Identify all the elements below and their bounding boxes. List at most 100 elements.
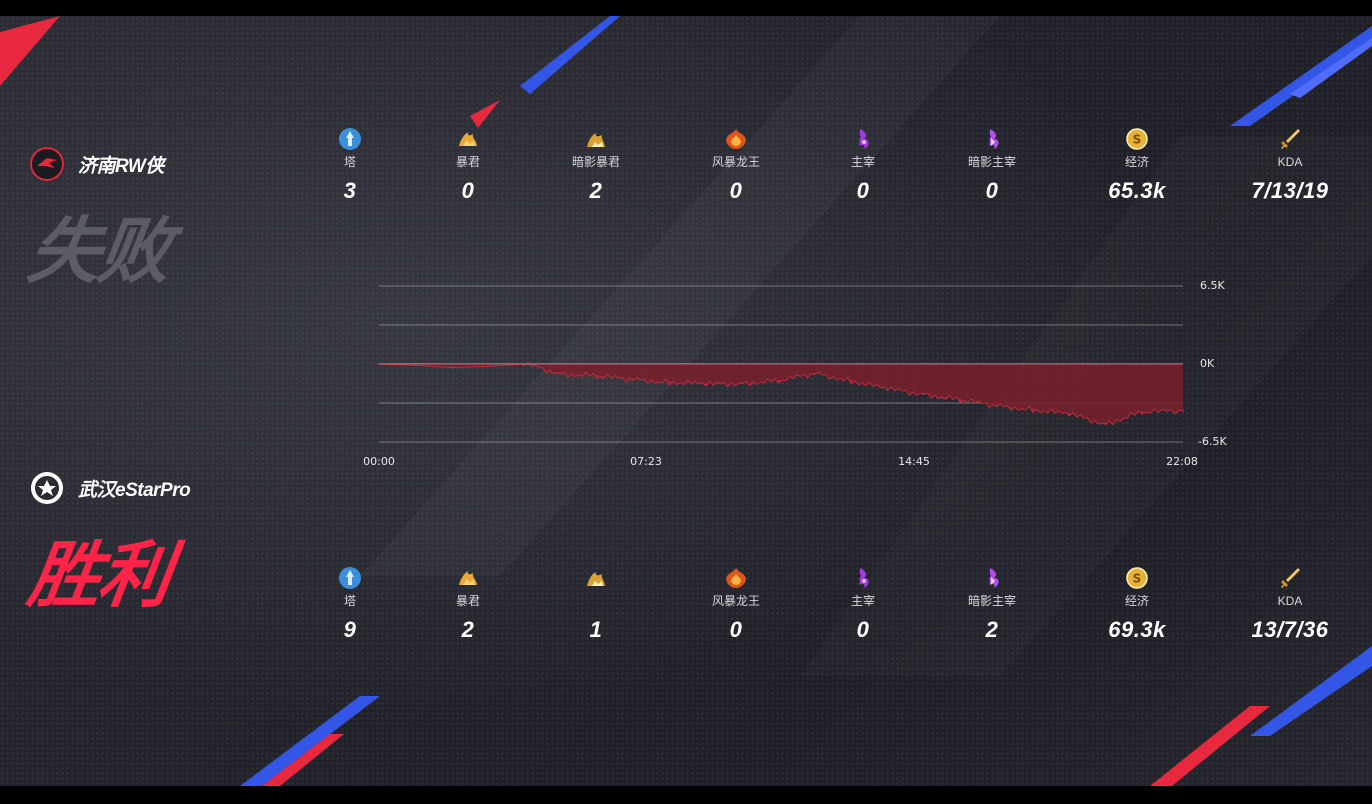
- team-top-stat-7: S 经济 65.3k: [1077, 126, 1197, 204]
- team-bottom-stat-3: 1: [536, 565, 656, 643]
- team-top-stat-6: 暗影主宰 0: [932, 126, 1052, 204]
- chart-point: [850, 379, 853, 382]
- stat-label: 塔: [343, 594, 356, 608]
- shadow-overlord-icon: [989, 129, 999, 149]
- x-tick-label: 22:08: [1166, 455, 1198, 468]
- chart-point: [378, 363, 380, 365]
- background-streaks: [0, 16, 1372, 786]
- team-top-stat-4: 风暴龙王 0: [676, 126, 796, 204]
- stat-label: 主宰: [850, 594, 875, 608]
- team-top-header: 济南RW侠: [30, 147, 164, 181]
- stat-value: 2: [985, 617, 999, 642]
- chart-point: [1140, 411, 1143, 413]
- chart-point: [1104, 423, 1107, 425]
- chart-line-series-1: [378, 361, 1184, 426]
- team-bottom-header: 武汉eStarPro: [30, 471, 191, 505]
- stat-label: 暗影主宰: [967, 155, 1016, 169]
- chart-point: [813, 372, 816, 375]
- tower-icon: [339, 128, 361, 150]
- stat-label: 经济: [1124, 155, 1149, 169]
- stat-label: 经济: [1124, 594, 1149, 608]
- team-bottom-stat-4: 风暴龙王 0: [676, 565, 796, 643]
- tower-icon: [339, 567, 361, 589]
- team-bottom-logo: [31, 472, 63, 504]
- stat-label: 风暴龙王: [711, 155, 760, 169]
- y-tick-label: 6.5K: [1200, 279, 1225, 292]
- team-bottom-stat-5: 主宰 0: [803, 565, 923, 643]
- team-top-logo: [30, 147, 64, 181]
- y-tick-label: 0K: [1200, 357, 1215, 370]
- team-top-stats: 塔 3 暴君 0 暗影暴君 2 风暴龙王 0 主宰 0 暗影主宰 0 S 经济 65.3k KDA 7/13/1…: [300, 126, 1360, 216]
- stat-label: KDA: [1277, 155, 1303, 169]
- stat-value: 0: [461, 178, 475, 203]
- chart-point: [1068, 413, 1071, 416]
- chart-point: [632, 378, 635, 381]
- chart-point: [595, 375, 598, 377]
- stat-label: 暗影主宰: [967, 594, 1016, 608]
- storm-dragon-icon: [726, 129, 746, 149]
- gold-coin-icon: S: [1126, 128, 1148, 150]
- chart-point: [959, 399, 962, 401]
- stat-label: 暴君: [455, 594, 480, 608]
- storm-dragon-icon: [726, 568, 746, 588]
- sword-icon: [1281, 568, 1300, 588]
- gold-coin-icon: S: [1126, 567, 1148, 589]
- team-bottom-stat-7: S 经济 69.3k: [1077, 565, 1197, 643]
- stat-value: 2: [589, 178, 603, 203]
- sword-icon: [1281, 129, 1300, 149]
- x-tick-label: 07:23: [630, 455, 662, 468]
- stat-value: 69.3k: [1108, 617, 1166, 642]
- chart-point: [1031, 408, 1034, 411]
- svg-text:S: S: [1133, 572, 1142, 586]
- team-bottom-stat-8: KDA 13/7/36: [1230, 565, 1350, 643]
- chart-point: [922, 393, 925, 395]
- team-bottom-stat-2: 暴君 2: [408, 565, 528, 643]
- chart-point: [486, 365, 489, 368]
- chart-point: [668, 381, 671, 383]
- chart-point: [741, 382, 744, 385]
- stat-value: 0: [729, 617, 743, 642]
- chart-point: [995, 405, 998, 407]
- stat-value: 0: [729, 178, 743, 203]
- team-top-stat-8: KDA 7/13/19: [1230, 126, 1350, 204]
- chart-point: [777, 379, 780, 382]
- team-bottom-stat-6: 暗影主宰 2: [932, 565, 1052, 643]
- team-top-stat-5: 主宰 0: [803, 126, 923, 204]
- chart-point: [1182, 409, 1184, 412]
- stat-label: KDA: [1277, 594, 1303, 608]
- stat-value: 0: [856, 178, 870, 203]
- chart-point: [886, 388, 889, 391]
- stat-label: 主宰: [850, 155, 875, 169]
- team-top-stat-2: 暴君 0: [408, 126, 528, 204]
- svg-text:S: S: [1133, 133, 1142, 147]
- stat-label: 暗影暴君: [571, 155, 620, 169]
- chart-area-series-1: [379, 362, 1183, 425]
- stat-value: 13/7/36: [1251, 617, 1329, 642]
- stat-value: 2: [461, 617, 475, 642]
- stat-value: 9: [343, 617, 357, 642]
- tyrant-icon: [459, 132, 477, 146]
- stat-value: 65.3k: [1108, 178, 1166, 203]
- chart-point: [704, 383, 707, 386]
- stat-value: 1: [589, 617, 603, 642]
- stat-label: [536, 593, 656, 609]
- stat-value: 7/13/19: [1251, 178, 1329, 203]
- shadow-overlord-icon: [989, 568, 999, 588]
- gold-diff-chart: [378, 285, 1184, 443]
- stat-label: 暴君: [455, 155, 480, 169]
- team-bottom-stats: 塔 9 暴君 2 1 风暴龙王 0 主宰 0 暗影主宰 2 S 经济 69.3k KDA 13/7/36: [300, 565, 1360, 655]
- chart-plot: [378, 361, 1184, 426]
- stat-value: 3: [343, 178, 357, 203]
- post-match-screen: 济南RW侠 失败 塔 3 暴君 0 暗影暴君 2 风暴龙王 0 主宰 0 暗影主宰 0 S 经济 65.3k…: [0, 16, 1372, 786]
- chart-point: [450, 366, 453, 369]
- stat-label: 风暴龙王: [711, 594, 760, 608]
- team-bottom-result: 胜利: [23, 536, 175, 616]
- shadow-tyrant-icon: [587, 133, 605, 147]
- overlord-icon: [859, 129, 869, 149]
- x-tick-label: 00:00: [363, 455, 395, 468]
- overlord-icon: [859, 568, 869, 588]
- stat-label: 塔: [343, 155, 356, 169]
- stat-value: 0: [985, 178, 999, 203]
